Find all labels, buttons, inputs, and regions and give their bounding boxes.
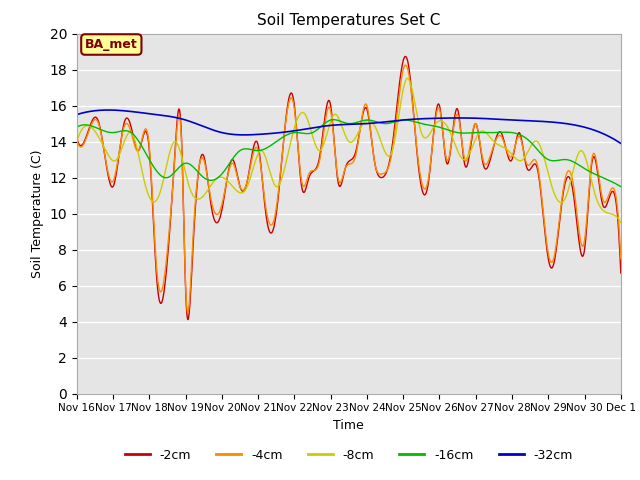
-32cm (404, 117, 412, 122)
-2cm (184, 317, 191, 323)
Line: -32cm: -32cm (77, 110, 621, 144)
Line: -8cm: -8cm (77, 78, 621, 223)
-16cm (420, 121, 428, 127)
-4cm (184, 310, 191, 315)
-2cm (73, 135, 81, 141)
-4cm (617, 256, 625, 262)
-32cm (486, 116, 494, 122)
-16cm (330, 117, 337, 122)
-2cm (402, 54, 410, 60)
-32cm (617, 141, 625, 146)
-16cm (486, 130, 494, 135)
-4cm (402, 62, 410, 68)
-16cm (542, 156, 550, 161)
-2cm (106, 181, 114, 187)
-8cm (420, 134, 428, 140)
X-axis label: Time: Time (333, 419, 364, 432)
-8cm (389, 146, 397, 152)
-2cm (421, 192, 429, 198)
-2cm (617, 270, 625, 276)
-2cm (487, 155, 495, 161)
-8cm (404, 75, 412, 81)
Line: -16cm: -16cm (77, 120, 621, 187)
-4cm (421, 186, 429, 192)
Y-axis label: Soil Temperature (C): Soil Temperature (C) (31, 149, 44, 278)
-4cm (487, 152, 495, 157)
Title: Soil Temperatures Set C: Soil Temperatures Set C (257, 13, 440, 28)
-8cm (486, 134, 494, 140)
-4cm (106, 177, 114, 182)
-8cm (403, 75, 411, 81)
-32cm (107, 107, 115, 113)
-16cm (390, 120, 397, 125)
-8cm (106, 155, 114, 161)
-32cm (390, 118, 397, 124)
Legend: -2cm, -4cm, -8cm, -16cm, -32cm: -2cm, -4cm, -8cm, -16cm, -32cm (120, 444, 578, 467)
-4cm (404, 69, 412, 75)
-8cm (73, 139, 81, 144)
-32cm (104, 107, 112, 113)
-16cm (73, 124, 81, 130)
-4cm (543, 239, 550, 245)
-2cm (543, 244, 550, 250)
-2cm (404, 61, 412, 67)
Line: -2cm: -2cm (77, 57, 621, 320)
-32cm (73, 112, 81, 118)
-16cm (106, 130, 114, 135)
-4cm (390, 141, 397, 146)
-32cm (542, 119, 550, 124)
Text: BA_met: BA_met (85, 38, 138, 51)
-4cm (73, 137, 81, 143)
-8cm (617, 220, 625, 226)
-8cm (542, 161, 550, 167)
-2cm (390, 134, 397, 140)
-16cm (617, 184, 625, 190)
-16cm (404, 117, 412, 123)
-32cm (420, 116, 428, 121)
Line: -4cm: -4cm (77, 65, 621, 312)
